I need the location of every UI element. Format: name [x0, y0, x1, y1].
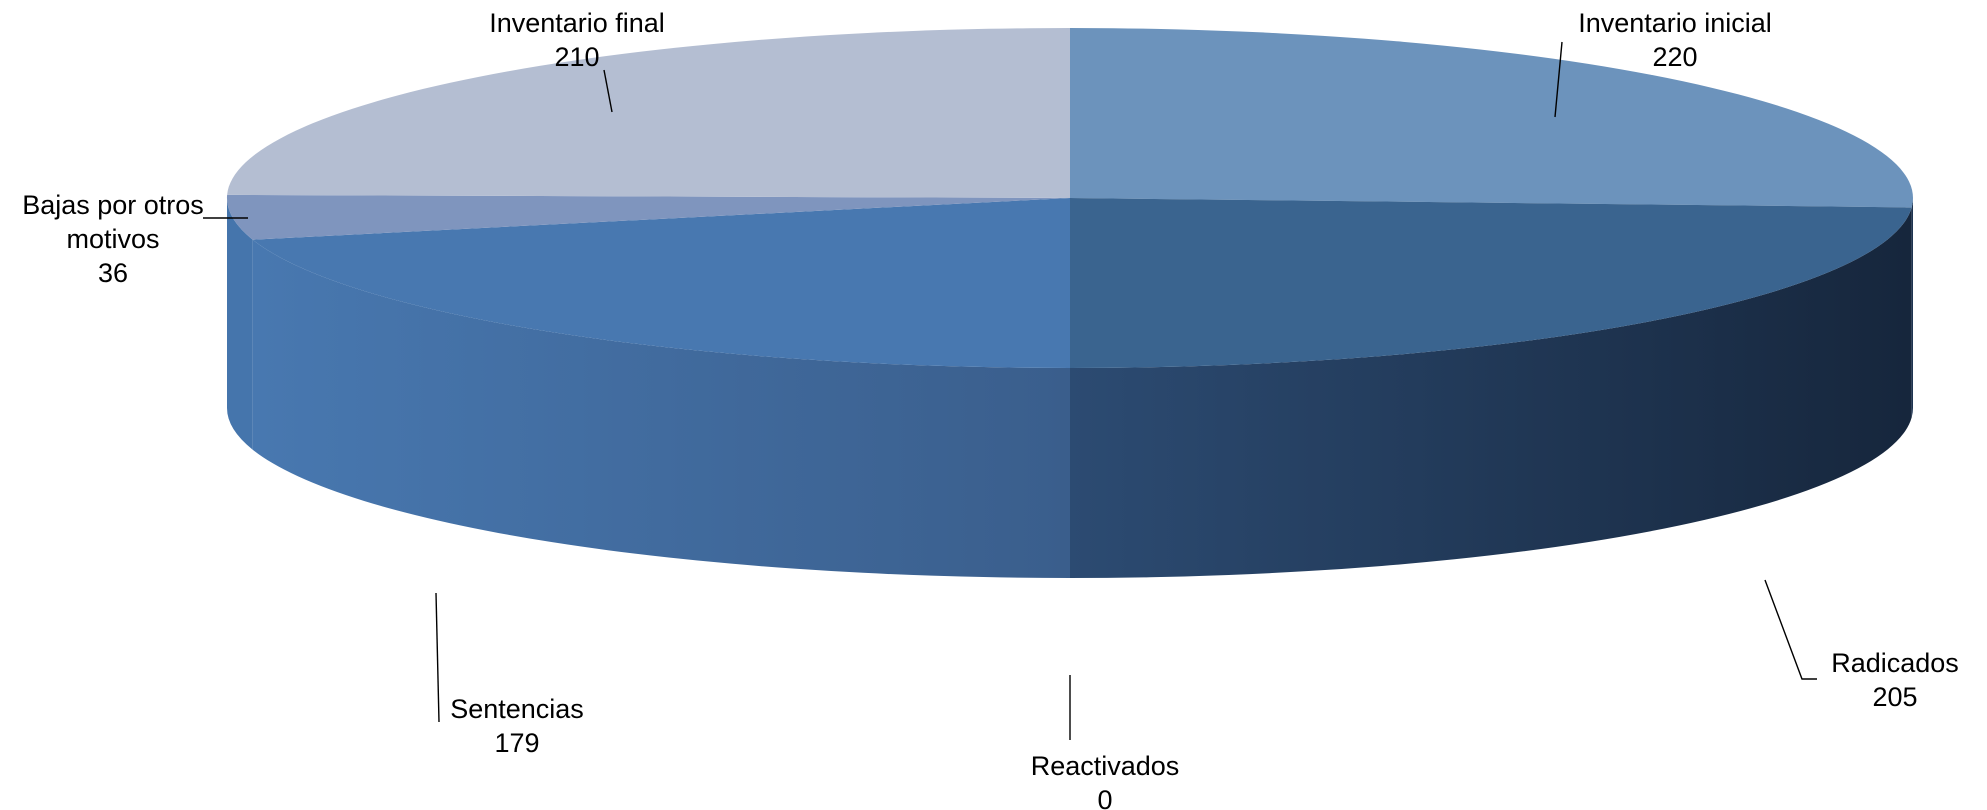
data-label-reactivados: Reactivados 0 [1031, 751, 1180, 810]
leader-line-inventario-final [603, 69, 613, 113]
pie-slice-inventario-final [227, 28, 1071, 198]
data-label-value: 210 [554, 42, 599, 72]
pie-slice-bajas-por-otros-motivos [226, 194, 1070, 240]
pie-side-sentencias [252, 239, 1070, 578]
data-label-inventario-inicial: Inventario inicial 220 [1578, 8, 1772, 72]
data-label-value: 205 [1872, 682, 1917, 712]
data-label-name: Radicados [1831, 648, 1959, 678]
data-label-radicados: Radicados 205 [1831, 648, 1959, 712]
data-label-sentencias: Sentencias 179 [450, 694, 584, 758]
data-label-bajas-por-otros-motivos: Bajas por otros motivos 36 [22, 190, 204, 288]
data-label-name: Inventario final [489, 8, 665, 38]
pie-side-bajas-por-otros-motivos [226, 198, 253, 450]
leader-line-inventario-inicial [1554, 41, 1563, 118]
data-label-name: Reactivados [1031, 751, 1180, 781]
leader-line-radicados [1764, 579, 1817, 680]
data-label-name: motivos [66, 224, 159, 254]
pie-slice-radicados [1070, 198, 1912, 369]
data-label-inventario-final: Inventario final 210 [489, 8, 665, 72]
data-label-name: Bajas por otros [22, 190, 204, 220]
data-label-value: 0 [1097, 785, 1112, 810]
pie-slice-inventario-inicial [1070, 28, 1913, 208]
data-label-value: 220 [1652, 42, 1697, 72]
pie-side-radicados [1070, 207, 1912, 578]
pie-slice-sentencias [252, 198, 1070, 369]
data-label-name: Sentencias [450, 694, 584, 724]
leader-line-sentencias [435, 592, 440, 723]
data-label-value: 179 [494, 728, 539, 758]
data-label-name: Inventario inicial [1578, 8, 1772, 38]
data-label-value: 36 [98, 258, 128, 288]
pie-side-inventario-inicial [1911, 198, 1913, 418]
